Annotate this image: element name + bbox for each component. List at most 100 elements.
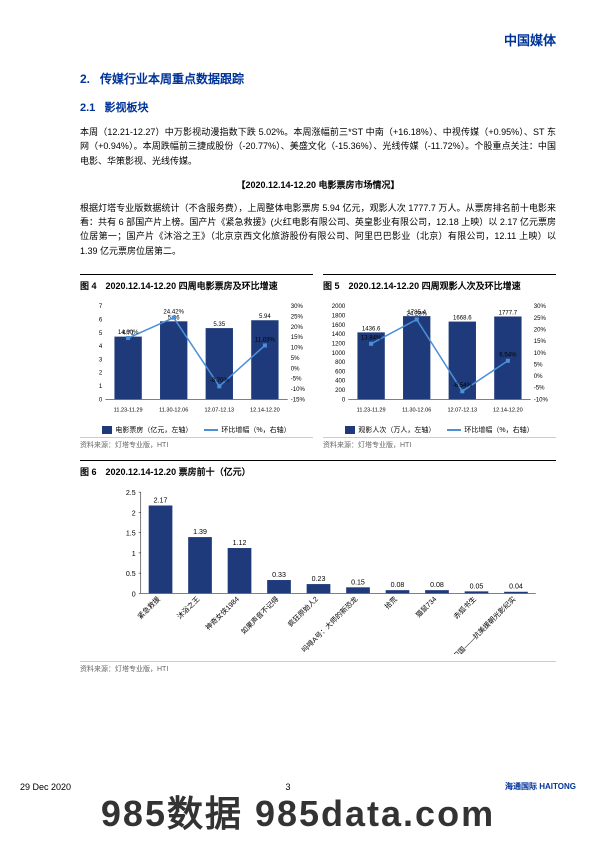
svg-text:-5%: -5% — [291, 377, 302, 383]
svg-text:紧急救援: 紧急救援 — [136, 594, 162, 620]
chart-4-legend: 电影票房（亿元，左轴） 环比增幅（%，右轴） — [80, 425, 313, 435]
svg-text:3: 3 — [99, 358, 103, 364]
svg-text:11.23-11.29: 11.23-11.29 — [114, 408, 143, 414]
svg-text:11.03%: 11.03% — [255, 337, 276, 343]
bold-header: 【2020.12.14-12.20 电影票房市场情况】 — [80, 178, 556, 192]
header-title: 中国媒体 — [504, 30, 556, 49]
legend-line-label: 环比增幅（%，右轴） — [464, 425, 533, 435]
svg-text:12.07-12.13: 12.07-12.13 — [204, 408, 234, 414]
svg-text:12.07-12.13: 12.07-12.13 — [447, 408, 477, 414]
svg-text:12.14-12.20: 12.14-12.20 — [493, 408, 523, 414]
svg-text:1.39: 1.39 — [193, 528, 207, 536]
section-text: 传媒行业本周重点数据跟踪 — [100, 72, 244, 86]
svg-text:0: 0 — [99, 397, 103, 403]
svg-text:0.23: 0.23 — [312, 575, 326, 583]
svg-text:6: 6 — [99, 318, 103, 324]
svg-text:-8.70%: -8.70% — [210, 378, 230, 384]
section-title: 2. 传媒行业本周重点数据跟踪 — [80, 70, 556, 87]
svg-text:15%: 15% — [534, 339, 547, 345]
svg-text:15%: 15% — [291, 335, 304, 341]
chart-6-title: 图 6 2020.12.14-12.20 票房前十（亿元） — [80, 461, 556, 482]
svg-text:1.5: 1.5 — [126, 529, 136, 537]
svg-text:5%: 5% — [534, 363, 543, 369]
svg-text:11.30-12.06: 11.30-12.06 — [402, 408, 431, 414]
svg-text:6.54%: 6.54% — [499, 353, 517, 359]
chart-4-title: 图 4 2020.12.14-12.20 四周电影票房及环比增速 — [80, 275, 313, 296]
svg-text:12.14-12.20: 12.14-12.20 — [250, 408, 280, 414]
svg-text:-5%: -5% — [534, 386, 545, 392]
paragraph-1: 本周（12.21-12.27）中万影视动漫指数下跌 5.02%。本周涨幅前三*S… — [80, 125, 556, 168]
svg-text:疯狂原始人2: 疯狂原始人2 — [286, 594, 320, 628]
svg-text:0.04: 0.04 — [509, 582, 523, 590]
svg-text:0.05: 0.05 — [470, 582, 484, 590]
chart-4-source: 资料来源：灯塔专业版，HTI — [80, 437, 313, 450]
svg-text:11.30-12.06: 11.30-12.06 — [159, 408, 188, 414]
watermark: 985数据 985data.com — [101, 785, 495, 837]
chart-4-svg: 01234567-15%-10%-5%0%5%10%15%20%25%30%4.… — [80, 296, 313, 418]
svg-text:800: 800 — [335, 360, 346, 366]
legend-bar-swatch — [102, 426, 112, 434]
chart-6-source: 资料来源：灯塔专业版，HTI — [80, 661, 556, 674]
svg-text:5.35: 5.35 — [213, 322, 225, 328]
chart-5-title: 图 5 2020.12.14-12.20 四周观影人次及环比增速 — [323, 275, 556, 296]
svg-text:4: 4 — [99, 344, 103, 350]
content-area: 2. 传媒行业本周重点数据跟踪 2.1 影视板块 本周（12.21-12.27）… — [80, 70, 556, 674]
svg-text:1436.6: 1436.6 — [362, 326, 381, 332]
svg-text:10%: 10% — [534, 351, 547, 357]
svg-text:0%: 0% — [291, 366, 300, 372]
svg-text:200: 200 — [335, 388, 346, 394]
svg-text:赤狐书生: 赤狐书生 — [452, 594, 478, 620]
chart-6-svg: 00.511.522.52.171.391.120.330.230.150.08… — [80, 482, 556, 654]
legend-line-swatch — [204, 429, 218, 431]
svg-text:神奇女侠1984: 神奇女侠1984 — [203, 594, 241, 632]
svg-text:1400: 1400 — [332, 332, 346, 338]
svg-text:如果声音不记得: 如果声音不记得 — [239, 594, 280, 635]
svg-text:1: 1 — [132, 550, 136, 558]
legend-line-label: 环比增幅（%，右轴） — [221, 425, 290, 435]
svg-text:2: 2 — [132, 509, 136, 517]
svg-text:-6.54%: -6.54% — [453, 383, 473, 389]
svg-text:14.60%: 14.60% — [118, 330, 139, 336]
svg-text:0.5: 0.5 — [126, 570, 136, 578]
legend-bar-label: 电影票房（亿元，左轴） — [115, 425, 192, 435]
svg-text:1777.7: 1777.7 — [499, 311, 518, 317]
svg-text:400: 400 — [335, 379, 346, 385]
svg-text:30%: 30% — [534, 304, 547, 310]
svg-text:13.84%: 13.84% — [361, 336, 382, 342]
svg-text:5%: 5% — [291, 356, 300, 362]
svg-text:拾荒: 拾荒 — [383, 594, 399, 610]
legend-bar-swatch — [345, 426, 355, 434]
svg-text:30%: 30% — [291, 304, 304, 310]
chart-5-svg: 0200400600800100012001400160018002000-10… — [323, 296, 556, 418]
chart-5-legend: 观影人次（万人，左轴） 环比增幅（%，右轴） — [323, 425, 556, 435]
chart-4-box: 图 4 2020.12.14-12.20 四周电影票房及环比增速 0123456… — [80, 268, 313, 450]
svg-text:24.42%: 24.42% — [163, 310, 184, 316]
svg-text:10%: 10% — [291, 346, 304, 352]
svg-text:0%: 0% — [534, 374, 543, 380]
svg-text:-10%: -10% — [291, 387, 306, 393]
svg-text:2000: 2000 — [332, 304, 346, 310]
svg-text:1800: 1800 — [332, 314, 346, 320]
svg-text:0: 0 — [342, 397, 346, 403]
footer-logo: 海通国际 HAITONG — [505, 781, 576, 792]
svg-text:-15%: -15% — [291, 397, 306, 403]
chart-5-box: 图 5 2020.12.14-12.20 四周观影人次及环比增速 0 200 400… — [323, 268, 556, 450]
svg-text:0.08: 0.08 — [391, 581, 405, 589]
svg-text:25%: 25% — [534, 316, 547, 322]
svg-text:5.94: 5.94 — [259, 314, 271, 320]
legend-line-swatch — [447, 429, 461, 431]
chart-row-1: 图 4 2020.12.14-12.20 四周电影票房及环比增速 0123456… — [80, 268, 556, 450]
svg-text:沐浴之王: 沐浴之王 — [175, 594, 201, 620]
svg-text:0.33: 0.33 — [272, 571, 286, 579]
svg-text:20%: 20% — [291, 325, 304, 331]
svg-text:20%: 20% — [534, 328, 547, 334]
legend-bar-label: 观影人次（万人，左轴） — [358, 425, 435, 435]
svg-text:24.28%: 24.28% — [406, 312, 427, 318]
svg-text:0.15: 0.15 — [351, 578, 365, 586]
svg-text:1200: 1200 — [332, 342, 346, 348]
svg-text:600: 600 — [335, 370, 346, 376]
svg-text:0.08: 0.08 — [430, 581, 444, 589]
svg-text:保家卫国——抗美援朝光影纪实: 保家卫国——抗美援朝光影纪实 — [441, 594, 517, 654]
svg-text:2.5: 2.5 — [126, 489, 136, 497]
svg-text:2.17: 2.17 — [154, 496, 168, 504]
